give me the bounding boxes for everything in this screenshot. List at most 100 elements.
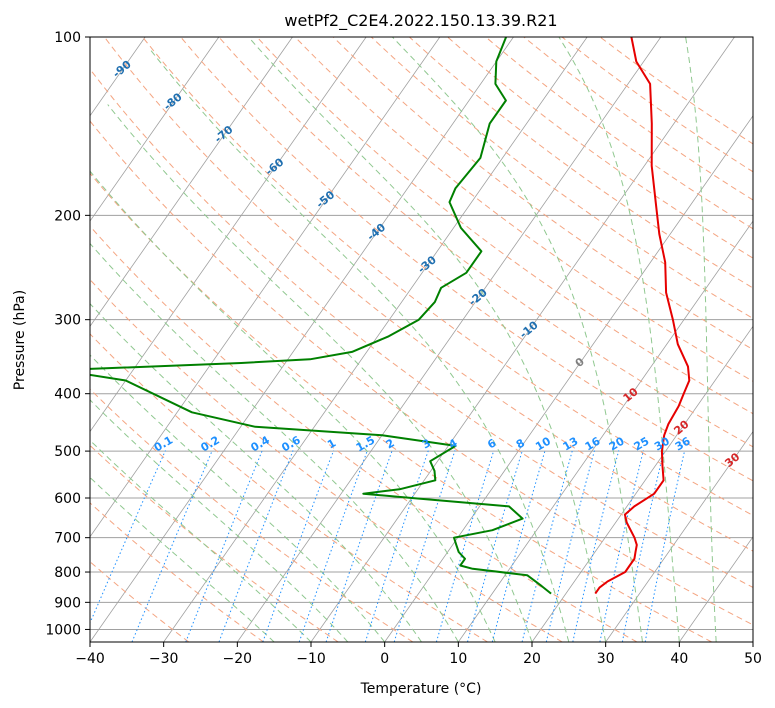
mixing-ratio-label: 10 xyxy=(533,434,553,453)
moist-adiabat-line xyxy=(558,37,680,642)
mixing-ratio-line xyxy=(572,450,620,642)
dry-adiabat-line xyxy=(90,278,563,642)
dry-adiabat-line xyxy=(370,37,753,319)
mixing-ratio-line xyxy=(90,450,166,625)
moist-adiabat-line xyxy=(90,170,496,642)
isotherm-line xyxy=(384,115,753,642)
mixing-ratio-line xyxy=(218,450,294,642)
mixing-ratio-line xyxy=(185,450,263,642)
isotherm-label: -60 xyxy=(263,155,287,178)
isotherm-label: -30 xyxy=(415,253,439,276)
dry-adiabat-line xyxy=(90,561,190,642)
x-tick-label: 30 xyxy=(597,651,615,667)
y-tick-label: 400 xyxy=(54,387,81,403)
mixing-ratio-line xyxy=(621,450,665,642)
isotherm-line xyxy=(310,37,735,642)
isotherm-line xyxy=(90,37,441,538)
dry-adiabat-line xyxy=(142,37,753,517)
chart-title: wetPf2_C2E4.2022.150.13.39.R21 xyxy=(284,11,557,31)
mixing-ratio-label: 25 xyxy=(632,435,652,454)
dry-adiabat-line xyxy=(104,37,753,552)
dry-adiabat-line xyxy=(294,37,753,382)
mixing-ratio-label: 1 xyxy=(325,436,338,451)
isotherm-line xyxy=(679,536,753,642)
x-tick-label: 40 xyxy=(670,651,688,667)
x-tick-label: 10 xyxy=(449,651,467,667)
y-tick-label: 600 xyxy=(54,491,81,507)
mixing-ratio-label: 16 xyxy=(583,434,603,453)
x-tick-label: −20 xyxy=(223,651,253,667)
y-tick-label: 300 xyxy=(54,313,81,329)
mixing-ratio-label: 13 xyxy=(561,435,581,454)
dry-adiabat-line xyxy=(409,37,753,289)
mixing-ratio-line xyxy=(393,450,456,642)
moist-adiabat-line xyxy=(107,104,533,642)
dry-adiabat-line xyxy=(485,37,753,230)
moist-adiabat-line xyxy=(90,242,459,642)
dry-adiabat-line xyxy=(561,37,753,173)
dry-adiabat-line xyxy=(447,37,753,259)
moist-adiabat-line xyxy=(685,37,717,642)
dry-adiabat-line xyxy=(90,333,488,642)
dry-adiabat-line xyxy=(90,120,753,626)
mixing-ratio-label: 30 xyxy=(652,434,672,453)
plot-frame xyxy=(89,36,754,643)
isotherm-line xyxy=(90,37,220,222)
y-tick-label: 900 xyxy=(54,595,81,611)
isotherm-label: 30 xyxy=(722,450,742,470)
dry-adiabat-line xyxy=(90,172,712,642)
moist-adiabat-line xyxy=(90,302,422,642)
dry-adiabat-line xyxy=(180,37,753,482)
x-tick-label: −30 xyxy=(149,651,179,667)
mixing-ratio-line xyxy=(644,450,686,642)
moist-adiabat-line xyxy=(392,37,643,642)
dry-adiabat-line xyxy=(523,37,753,201)
mixing-ratio-line xyxy=(545,450,595,642)
y-tick-label: 500 xyxy=(54,444,81,460)
moist-adiabat-line xyxy=(90,439,312,642)
isotherm-line xyxy=(237,37,662,642)
y-axis-label: Pressure (hPa) xyxy=(12,290,28,390)
isotherm-label: -20 xyxy=(466,286,490,309)
y-tick-label: 700 xyxy=(54,531,81,547)
dry-adiabat-line xyxy=(90,68,753,589)
isotherm-line xyxy=(90,37,367,433)
dry-adiabat-line xyxy=(90,444,339,642)
mixing-ratio-label: 6 xyxy=(485,436,498,451)
x-tick-label: 50 xyxy=(744,651,762,667)
isotherm-label: -50 xyxy=(314,188,338,211)
y-tick-label: 800 xyxy=(54,565,81,581)
mixing-ratio-label: 3 xyxy=(420,436,433,451)
isotherm-line xyxy=(752,641,753,642)
mixing-ratio-line xyxy=(521,450,573,642)
isotherm-line xyxy=(605,430,753,642)
dry-adiabat-line xyxy=(90,225,638,642)
dry-adiabat-line xyxy=(90,502,264,642)
mixing-ratio-line xyxy=(491,450,546,642)
isotherm-label: -90 xyxy=(110,58,134,81)
dry-adiabat-line xyxy=(599,37,753,145)
mixing-ratio-line xyxy=(131,450,213,642)
mixing-ratio-line xyxy=(298,450,368,642)
dry-adiabat-line xyxy=(332,37,753,351)
mixing-ratio-line xyxy=(364,450,429,642)
isotherm-label: -40 xyxy=(365,221,389,244)
isotherm-line xyxy=(0,37,72,642)
isotherm-line xyxy=(458,220,753,642)
dewpoint-line xyxy=(90,37,552,595)
moist-adiabat-line xyxy=(149,49,570,642)
mixing-ratio-line xyxy=(599,450,644,642)
y-tick-label: 1000 xyxy=(45,622,81,638)
moist-adiabat-line xyxy=(90,399,349,642)
dry-adiabat-line xyxy=(90,388,414,642)
isotherm-line xyxy=(163,37,588,642)
mixing-ratio-label: 36 xyxy=(673,434,693,453)
x-tick-label: 0 xyxy=(380,651,389,667)
temperature-line xyxy=(594,37,691,595)
isotherm-label: -80 xyxy=(161,90,185,113)
isotherm-line xyxy=(90,37,514,642)
moist-adiabat-line xyxy=(248,37,607,642)
isotherm-line xyxy=(531,325,753,642)
isotherm-label: -70 xyxy=(212,123,236,146)
